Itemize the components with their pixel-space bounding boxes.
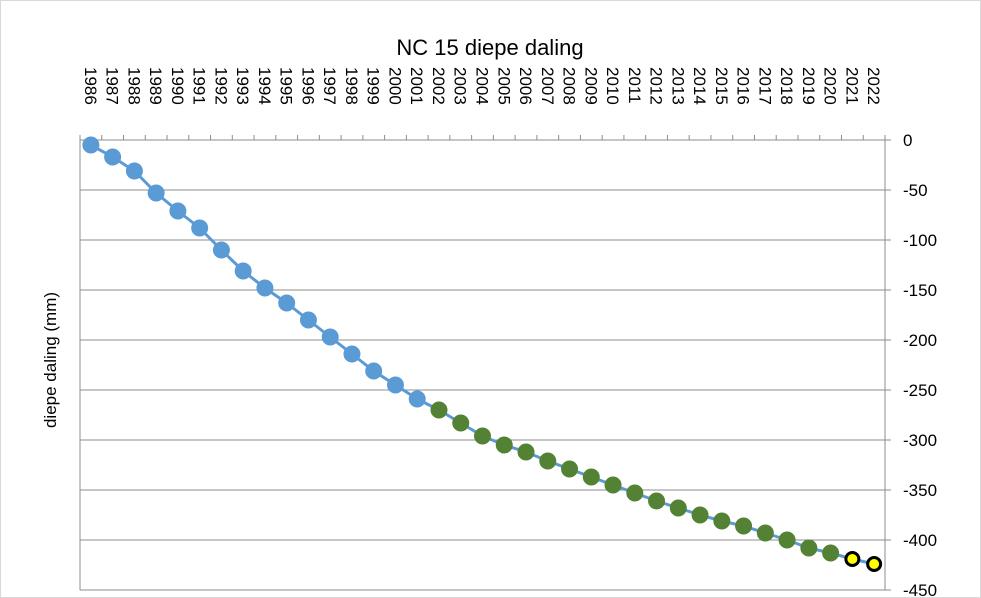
x-tick-label: 2007	[538, 67, 557, 105]
data-point	[822, 544, 840, 562]
axes	[79, 135, 891, 591]
data-point	[517, 443, 535, 461]
x-tick-label: 2020	[821, 67, 840, 105]
y-tick-label: -450	[903, 581, 937, 598]
x-tick-label: 1995	[277, 67, 296, 105]
data-point	[365, 362, 383, 380]
data-point	[648, 492, 666, 510]
x-tick-label: 2000	[385, 67, 404, 105]
x-tick-label: 2006	[516, 67, 535, 105]
x-tick-label: 2017	[755, 67, 774, 105]
x-tick-label: 2019	[799, 67, 818, 105]
data-point	[561, 460, 579, 478]
data-point	[452, 414, 470, 432]
x-tick-label: 2005	[494, 67, 513, 105]
data-point	[474, 427, 491, 445]
x-tick-label: 2016	[734, 67, 753, 105]
data-point	[582, 468, 600, 486]
x-tick-label: 2001	[407, 67, 426, 105]
data-point	[191, 219, 209, 237]
data-point	[713, 512, 731, 530]
x-tick-label: 1997	[320, 67, 339, 105]
data-point	[430, 401, 448, 419]
y-tick-label: -250	[903, 381, 937, 400]
data-point	[669, 499, 687, 517]
data-point	[735, 517, 753, 535]
x-tick-labels: 1986 1987 1988 1989 1990 1991 1992 1993 1994 1995…	[81, 67, 883, 105]
x-tick-label: 1992	[211, 67, 230, 105]
y-tick-labels: 0 -50 -100 -150 -200 -250 -300 -350 -400 -450	[903, 131, 937, 598]
y-tick-label: -100	[903, 231, 937, 250]
x-tick-label: 1989	[146, 67, 165, 105]
x-tick-label: 2009	[581, 67, 600, 105]
y-tick-label: -150	[903, 281, 937, 300]
data-point	[756, 524, 774, 542]
x-tick-label: 2004	[473, 67, 492, 105]
y-tick-label: -400	[903, 531, 937, 550]
y-tick-label: -300	[903, 431, 937, 450]
y-tick-label: 0	[903, 131, 912, 150]
data-point	[104, 148, 122, 166]
data-point	[386, 376, 404, 394]
data-point	[495, 436, 513, 454]
y-tick-label: -50	[903, 181, 928, 200]
data-point	[539, 452, 557, 470]
x-tick-label: 2021	[842, 67, 861, 105]
y-tick-label: -350	[903, 481, 937, 500]
series-markers	[82, 136, 883, 572]
x-tick-label: 1993	[233, 67, 252, 105]
y-tick-label: -200	[903, 331, 937, 350]
data-point	[626, 484, 644, 502]
x-tick-label: 2011	[625, 67, 644, 104]
x-tick-label: 2022	[864, 67, 883, 105]
x-tick-label: 1994	[255, 67, 274, 105]
x-tick-label: 1988	[124, 67, 143, 105]
data-point	[299, 311, 317, 329]
data-point	[691, 506, 709, 524]
y-axis-label: diepe daling (mm)	[41, 292, 60, 428]
data-point	[82, 136, 100, 154]
chart-title: NC 15 diepe daling	[396, 35, 583, 60]
x-tick-label: 1998	[342, 67, 361, 105]
data-point	[408, 390, 426, 408]
x-tick-label: 2002	[429, 67, 448, 105]
data-point	[800, 539, 818, 557]
x-tick-label: 2015	[712, 67, 731, 105]
data-point	[604, 476, 622, 494]
data-point	[866, 556, 883, 572]
data-point	[169, 202, 187, 220]
x-tick-label: 1996	[298, 67, 317, 105]
data-point	[147, 184, 165, 202]
data-point	[212, 241, 230, 259]
data-point	[844, 551, 861, 567]
x-tick-label: 1991	[190, 67, 209, 105]
x-tick-label: 2008	[560, 67, 579, 105]
x-tick-label: 2013	[668, 67, 687, 105]
data-point	[234, 262, 252, 280]
x-tick-label: 1987	[103, 67, 122, 105]
x-tick-label: 1986	[81, 67, 100, 105]
data-point	[125, 162, 143, 180]
x-tick-label: 1999	[364, 67, 383, 105]
x-tick-label: 2003	[451, 67, 470, 105]
data-point	[778, 531, 796, 549]
x-tick-label: 2018	[777, 67, 796, 105]
x-tick-label: 1990	[168, 67, 187, 105]
data-point	[321, 328, 339, 346]
data-point	[343, 345, 361, 363]
x-tick-label: 2010	[603, 67, 622, 105]
data-point	[278, 294, 296, 312]
data-point	[256, 279, 274, 297]
x-tick-label: 2012	[647, 67, 666, 105]
x-tick-label: 2014	[690, 67, 709, 105]
